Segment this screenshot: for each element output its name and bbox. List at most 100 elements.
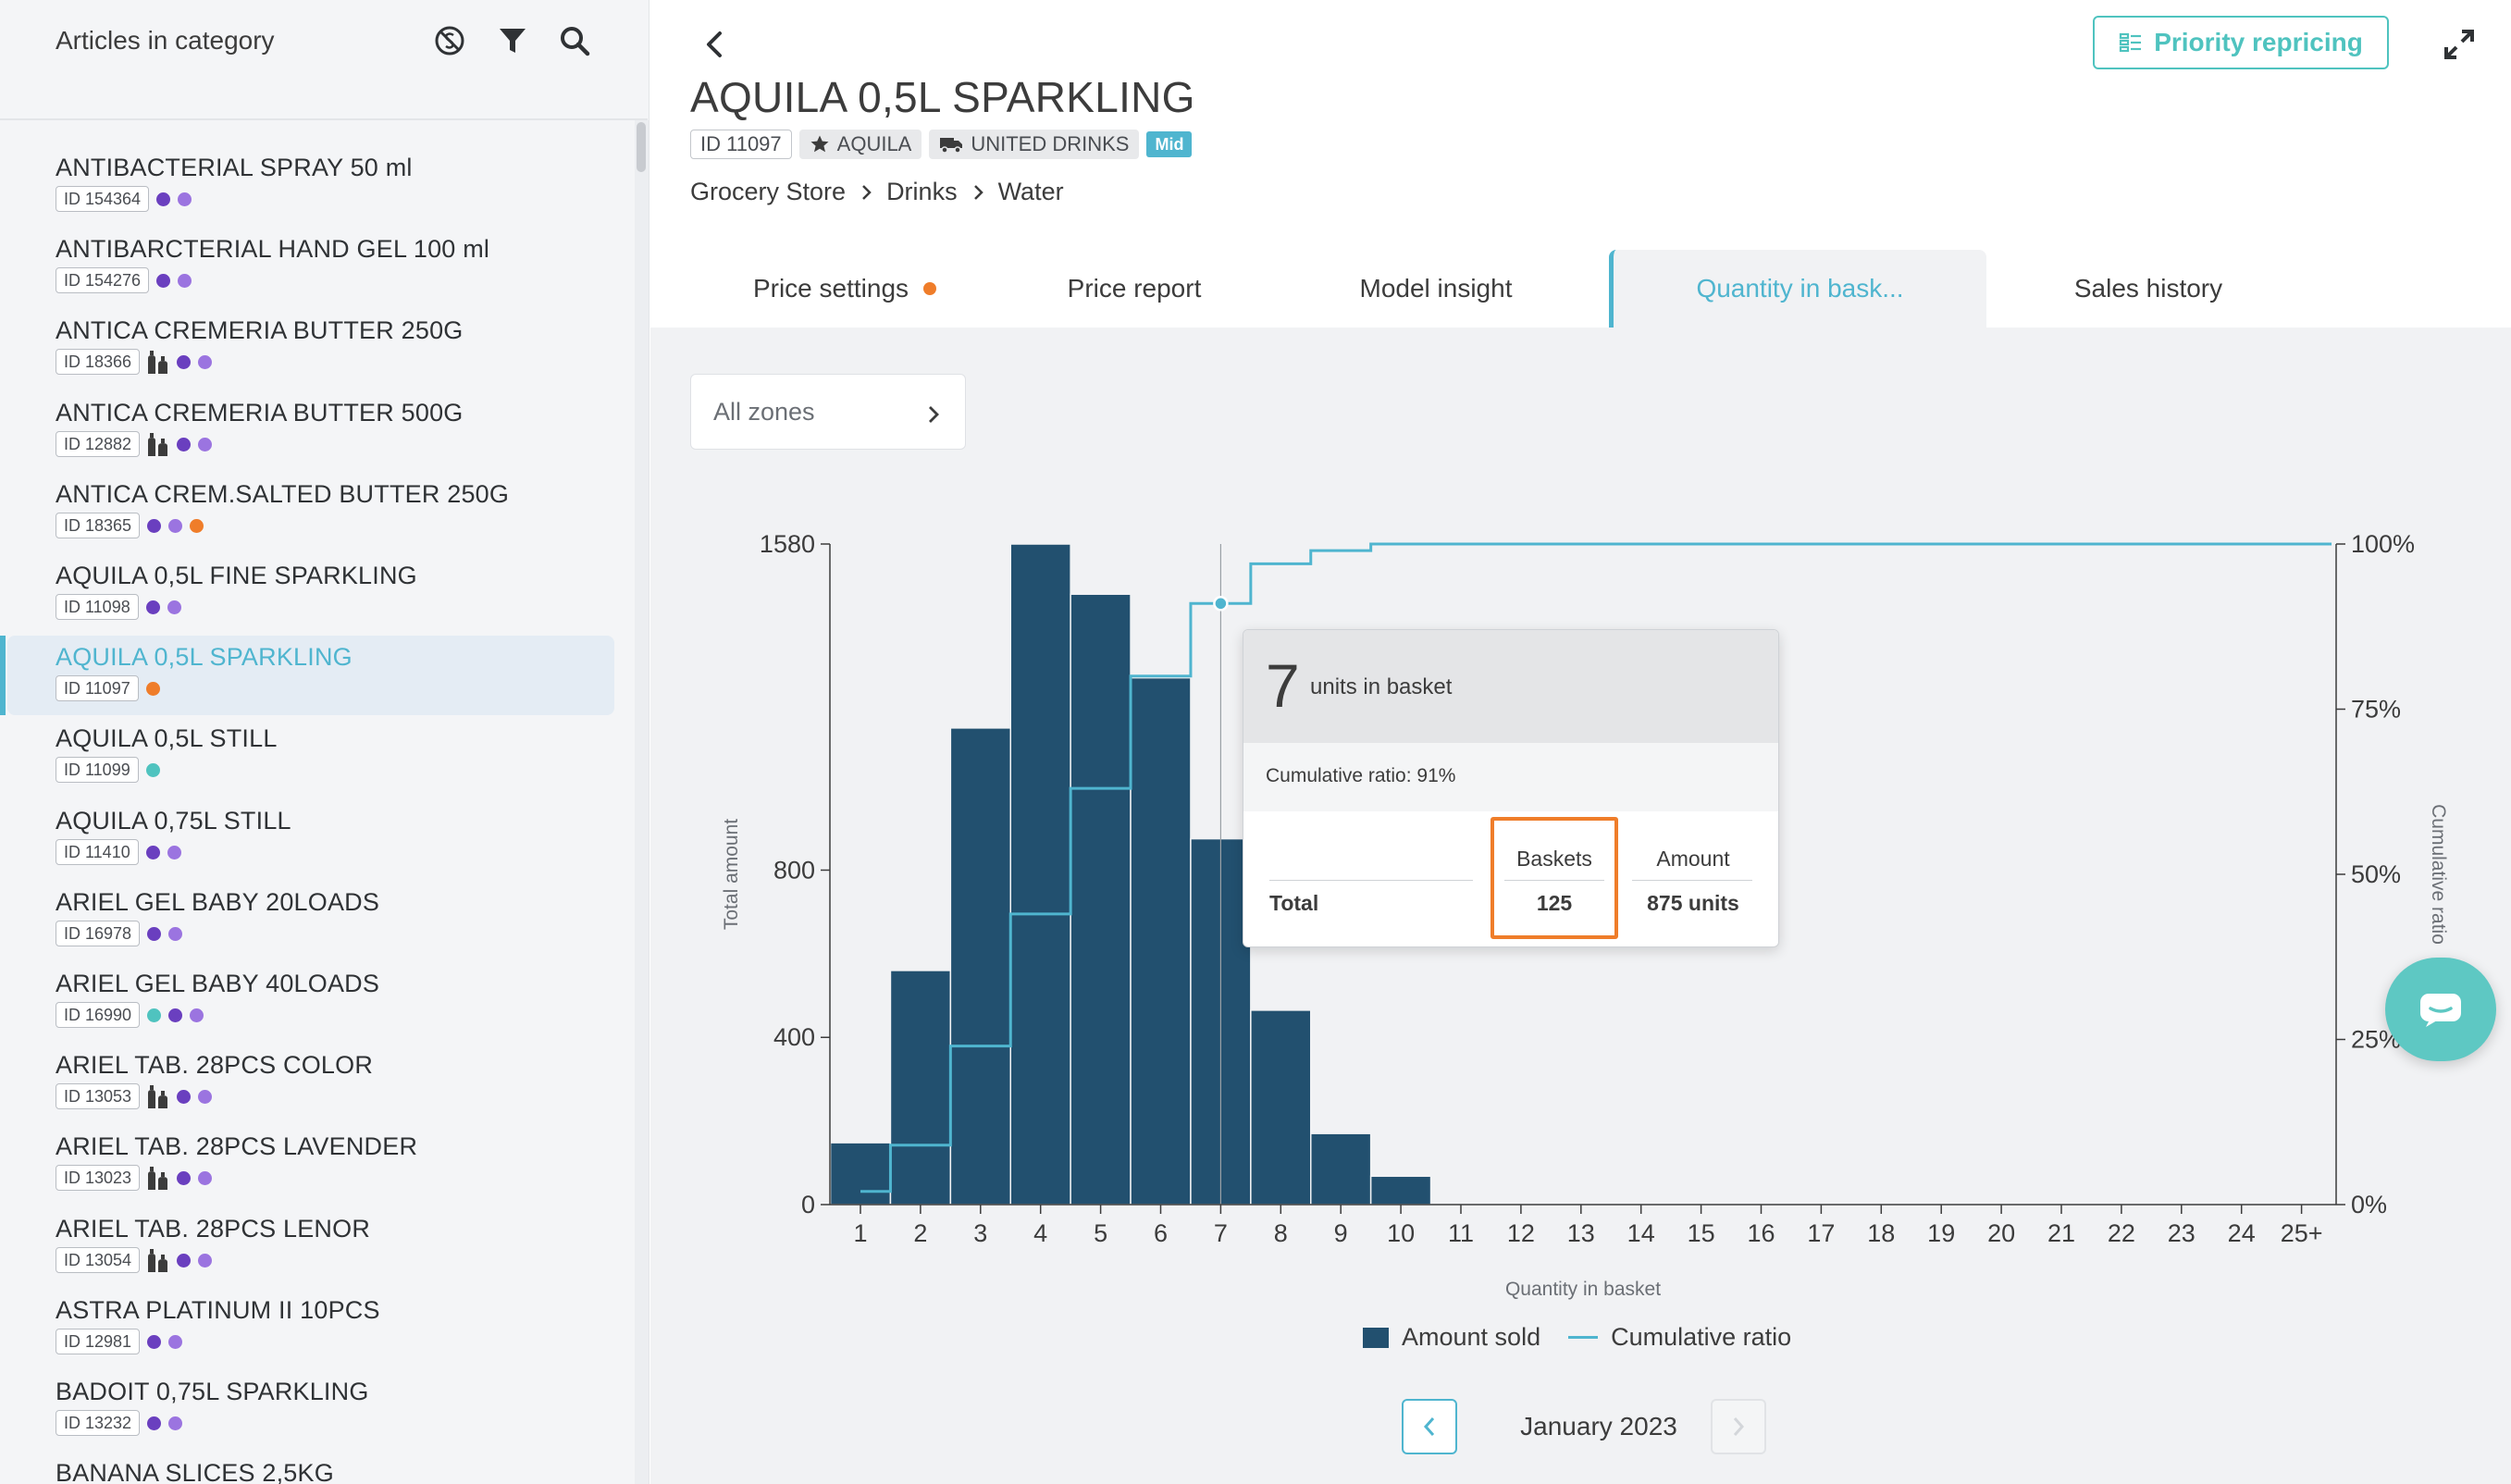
x-tick-label: 22 (2108, 1219, 2135, 1247)
status-dot (198, 1253, 213, 1268)
breadcrumb: Grocery Store Drinks Water (690, 178, 1064, 206)
article-list-item[interactable]: AQUILA 0,5L STILL ID 11099 (7, 717, 614, 797)
x-tick-label: 21 (2047, 1219, 2075, 1247)
article-list-item[interactable]: ANTICA CREMERIA BUTTER 500G ID 12882 (7, 391, 614, 471)
article-list-item[interactable]: AQUILA 0,75L STILL ID 11410 (7, 799, 614, 879)
status-dot (145, 762, 160, 777)
status-dot (190, 518, 204, 533)
y-tick-label: 0 (801, 1191, 815, 1218)
histogram-bar[interactable] (1250, 1009, 1312, 1206)
x-tick-label: 1 (853, 1219, 867, 1247)
chevron-right-icon (973, 184, 983, 200)
y2-axis-title: Cumulative ratio (2428, 804, 2449, 945)
tab-model-insight[interactable]: Model insight (1285, 250, 1587, 328)
priority-repricing-button[interactable]: Priority repricing (2093, 16, 2389, 69)
x-tick-label: 20 (1987, 1219, 2015, 1247)
article-list-item[interactable]: ANTIBACTERIAL SPRAY 50 ml ID 154364 (7, 146, 614, 226)
status-dot (156, 192, 171, 206)
tab-sales-history[interactable]: Sales history (1986, 250, 2310, 328)
tab-price-report[interactable]: Price report (983, 250, 1285, 328)
cumulative-ratio-line (860, 542, 2332, 1193)
article-list-item[interactable]: ARIEL TAB. 28PCS COLOR ID 13053 (7, 1044, 614, 1123)
brand-chip: AQUILA (798, 130, 922, 159)
legend-amount-label[interactable]: Amount sold (1402, 1323, 1541, 1351)
x-tick-label: 23 (2168, 1219, 2196, 1247)
previous-month-button[interactable] (1402, 1399, 1457, 1454)
tooltip-amount-value: 875 units (1647, 891, 1739, 915)
histogram-bar[interactable] (1130, 676, 1192, 1206)
y2-tick-label: 100% (2351, 530, 2415, 558)
article-name: ANTIBARCTERIAL HAND GEL 100 ml (56, 235, 490, 263)
tier-badge: Mid (1146, 131, 1193, 157)
article-id-chip: ID 16990 (56, 1002, 141, 1028)
tab-label: Price settings (752, 274, 909, 303)
status-dot (145, 845, 160, 859)
currency-off-icon[interactable] (431, 22, 468, 59)
filter-icon[interactable] (494, 22, 531, 59)
tooltip-baskets-value: 125 (1536, 891, 1573, 915)
article-list-item[interactable]: BADOIT 0,75L SPARKLING ID 13232 (7, 1370, 614, 1450)
tab-quantity-in-basket[interactable]: Quantity in bask... (1609, 250, 1986, 328)
month-label: January 2023 (1520, 1412, 1677, 1441)
article-meta: ID 18366 (56, 348, 213, 376)
y-axis-title: Total amount (721, 819, 742, 930)
status-dot (147, 1334, 162, 1349)
article-list-item[interactable]: ASTRA PLATINUM II 10PCS ID 12981 (7, 1289, 614, 1368)
chart-legend: Amount sold Cumulative ratio (1363, 1323, 1791, 1352)
histogram-bar[interactable] (949, 727, 1012, 1206)
article-list-item[interactable]: ANTICA CREMERIA BUTTER 250G ID 18366 (7, 309, 614, 389)
x-tick-label: 18 (1867, 1219, 1895, 1247)
article-id-chip: ID 12882 (56, 431, 141, 457)
next-month-button[interactable] (1711, 1399, 1766, 1454)
breadcrumb-item[interactable]: Grocery Store (690, 178, 847, 205)
y2-tick-label: 50% (2351, 860, 2401, 888)
tab-bar: Price settings Price report Model insigh… (650, 250, 2511, 328)
histogram-bar[interactable] (889, 970, 952, 1206)
priority-repricing-label: Priority repricing (2154, 28, 2363, 56)
x-tick-label: 6 (1154, 1219, 1168, 1247)
sidebar-scrollbar[interactable] (635, 120, 649, 1484)
histogram-bar[interactable] (1070, 593, 1132, 1206)
sidebar-scroll-thumb[interactable] (637, 122, 646, 172)
divider (1269, 880, 1473, 881)
breadcrumb-item[interactable]: Drinks (886, 178, 958, 205)
article-list-item[interactable]: ARIEL TAB. 28PCS LAVENDER ID 13023 (7, 1125, 614, 1205)
article-list-item[interactable]: ARIEL GEL BABY 40LOADS ID 16990 (7, 962, 614, 1042)
histogram-bar[interactable] (1369, 1175, 1432, 1206)
status-dot (145, 600, 160, 614)
article-id-chip: ID 13053 (56, 1083, 141, 1109)
status-dot (168, 1334, 183, 1349)
x-tick-label: 24 (2228, 1219, 2256, 1247)
histogram-bar[interactable] (1310, 1132, 1372, 1206)
article-list-item[interactable]: ANTICA CREM.SALTED BUTTER 250G ID 18365 (7, 473, 614, 552)
tab-label: Quantity in bask... (1696, 274, 1904, 303)
hover-point (1213, 596, 1229, 612)
article-list-item[interactable]: ARIEL TAB. 28PCS LENOR ID 13054 (7, 1207, 614, 1287)
zone-select[interactable]: All zones (690, 374, 966, 450)
legend-cumulative-label[interactable]: Cumulative ratio (1611, 1323, 1792, 1351)
article-list-item[interactable]: AQUILA 0,5L SPARKLING ID 11097 (0, 636, 614, 715)
main-panel: AQUILA 0,5L SPARKLING ID 11097 AQUILA UN… (650, 0, 2511, 1484)
histogram-bar[interactable] (1009, 543, 1071, 1206)
article-name: ANTIBACTERIAL SPRAY 50 ml (56, 154, 413, 181)
back-arrow-icon[interactable] (697, 26, 734, 63)
tab-price-settings[interactable]: Price settings (706, 250, 983, 328)
y2-tick-label: 75% (2351, 696, 2401, 723)
article-id-chip: ID 13023 (56, 1165, 141, 1191)
article-list-item[interactable]: AQUILA 0,5L FINE SPARKLING ID 11098 (7, 554, 614, 634)
expand-icon[interactable] (2441, 26, 2478, 63)
x-tick-label: 8 (1274, 1219, 1288, 1247)
article-list-item[interactable]: ARIEL GEL BABY 20LOADS ID 16978 (7, 881, 614, 960)
x-axis-title: Quantity in basket (1505, 1279, 1661, 1300)
tooltip-col-baskets: Baskets (1516, 847, 1592, 871)
article-list-item[interactable]: BANANA SLICES 2,5KG (7, 1452, 614, 1484)
chat-button[interactable] (2385, 958, 2496, 1061)
article-list-item[interactable]: ANTIBARCTERIAL HAND GEL 100 ml ID 154276 (7, 228, 614, 307)
histogram-bar[interactable] (829, 1142, 892, 1206)
article-name: ARIEL TAB. 28PCS COLOR (56, 1051, 374, 1079)
status-dot (168, 518, 183, 533)
chat-icon (2420, 994, 2461, 1027)
search-icon[interactable] (556, 22, 593, 59)
breadcrumb-item[interactable]: Water (997, 178, 1064, 205)
